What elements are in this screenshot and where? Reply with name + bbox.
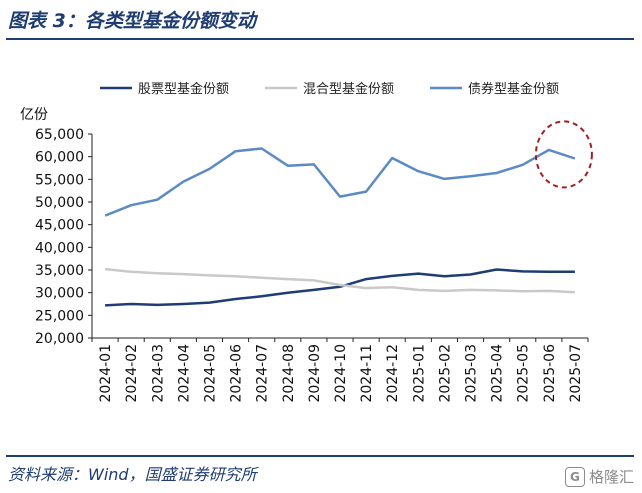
y-tick-label: 55,000	[35, 172, 84, 188]
y-tick-label: 20,000	[35, 331, 84, 347]
series-line	[104, 267, 575, 294]
x-tick-label: 2025-05	[516, 344, 532, 403]
x-tick-label: 2025-06	[542, 344, 558, 403]
chart-legend: 股票型基金份额 混合型基金份额 债券型基金份额	[100, 81, 559, 97]
legend-label: 混合型基金份额	[303, 81, 394, 97]
highlight-annotation	[534, 120, 593, 189]
x-tick-label: 2025-07	[568, 344, 584, 403]
footer-divider	[6, 455, 634, 457]
x-tick-label: 2024-01	[98, 344, 114, 403]
watermark-text: 格隆汇	[588, 468, 634, 486]
legend-label: 股票型基金份额	[138, 81, 229, 97]
gelonghui-logo-icon: G	[564, 466, 585, 487]
x-tick-label: 2024-04	[176, 344, 192, 403]
y-tick-label: 30,000	[35, 286, 84, 302]
x-tick-label: 2025-03	[464, 344, 480, 403]
x-tick-label: 2024-02	[124, 344, 140, 403]
series-lines	[104, 147, 576, 307]
x-tick-label: 2024-05	[202, 344, 218, 403]
series-line	[104, 147, 576, 217]
x-tick-label: 2025-01	[411, 344, 427, 403]
x-tick-label: 2024-06	[229, 344, 245, 403]
title-divider	[6, 38, 634, 40]
x-tick-label: 2025-04	[490, 344, 506, 403]
y-axis: 20,000 25,000 30,000 35,000 40,000 45,000 50,0…	[35, 127, 93, 347]
line-chart: 股票型基金份额 混合型基金份额 债券型基金份额 亿份 20,000 25,000 30,…	[20, 81, 593, 403]
x-axis: 2024-01 2024-02 2024-03 2024-04 2024-05 2024-…	[91, 337, 589, 403]
legend-label: 债券型基金份额	[468, 81, 559, 97]
x-tick-label: 2024-03	[150, 344, 166, 403]
y-axis-unit-label: 亿份	[20, 107, 48, 123]
x-tick-label: 2024-09	[307, 344, 323, 403]
y-tick-label: 45,000	[35, 218, 84, 234]
x-tick-label: 2024-12	[385, 344, 401, 403]
x-tick-label: 2025-02	[437, 344, 453, 403]
series-line	[105, 268, 575, 307]
y-tick-label: 35,000	[35, 263, 84, 279]
y-tick-label: 25,000	[35, 308, 84, 324]
y-tick-label: 65,000	[35, 127, 84, 143]
x-tick-label: 2024-07	[255, 344, 271, 403]
x-tick-label: 2024-11	[359, 344, 375, 403]
highlight-ellipse	[534, 120, 593, 189]
y-tick-label: 50,000	[35, 195, 84, 211]
figure-title: 图表 3：各类型基金份额变动	[8, 10, 256, 32]
y-tick-label: 40,000	[35, 240, 84, 256]
y-tick-label: 60,000	[35, 150, 84, 166]
x-tick-label: 2024-08	[281, 344, 297, 403]
watermark: G 格隆汇	[564, 466, 634, 487]
source-note: 资料来源：Wind，国盛证券研究所	[8, 465, 257, 484]
x-tick-label: 2024-10	[333, 344, 349, 403]
